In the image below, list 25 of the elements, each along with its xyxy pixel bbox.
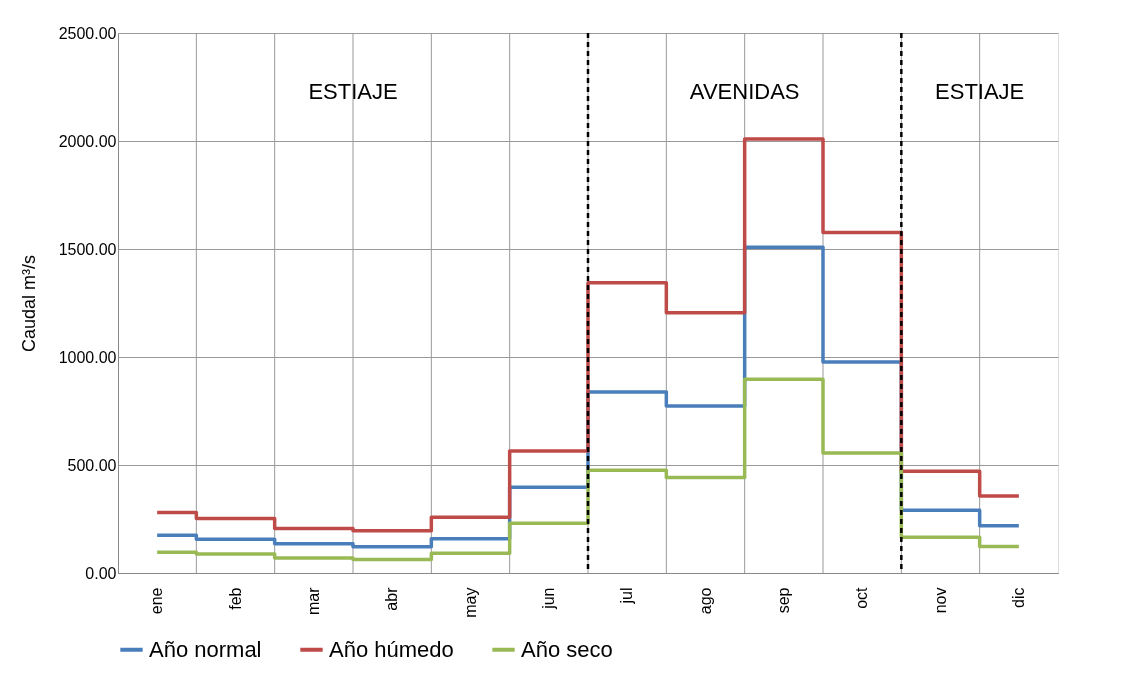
- x-tick-label: jun: [539, 587, 557, 610]
- x-tick-label: oct: [853, 586, 871, 609]
- y-tick-label: 1500.00: [58, 240, 117, 258]
- x-tick-label: dic: [1009, 587, 1027, 608]
- x-tick-label: abr: [383, 586, 401, 611]
- x-tick-label: nov: [931, 587, 949, 614]
- legend-label: Año húmedo: [329, 636, 454, 662]
- x-tick-label: may: [461, 587, 479, 618]
- x-tick-label: feb: [226, 587, 244, 610]
- annotation: AVENIDAS: [689, 79, 800, 105]
- legend-label: Año normal: [149, 636, 262, 662]
- y-tick-label: 500.00: [67, 456, 117, 474]
- y-tick-label: 2500.00: [58, 24, 117, 42]
- y-tick-label: 2000.00: [58, 132, 117, 150]
- y-tick-label: 0.00: [85, 564, 117, 582]
- x-tick-label: sep: [774, 587, 792, 614]
- annotation: ESTIAJE: [935, 79, 1025, 105]
- annotation: ESTIAJE: [308, 79, 398, 105]
- x-tick-label: ago: [696, 587, 714, 615]
- legend-label: Año seco: [521, 636, 613, 662]
- x-tick-label: mar: [304, 586, 322, 616]
- y-tick-label: 1000.00: [58, 348, 117, 366]
- x-tick-label: jul: [618, 587, 636, 605]
- y-axis-title: Caudal m³/s: [18, 254, 39, 353]
- x-tick-label: ene: [148, 587, 166, 615]
